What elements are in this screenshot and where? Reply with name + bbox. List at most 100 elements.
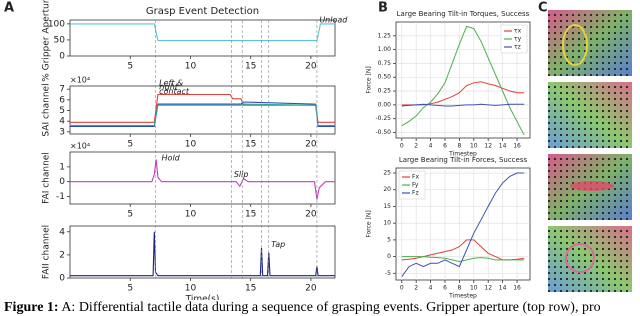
legend-label: Fz xyxy=(412,190,419,197)
contact-blob xyxy=(570,181,614,191)
axis-scale: ×10⁴ xyxy=(70,142,90,151)
annotation: contact xyxy=(159,87,190,96)
y-tick-label: 6 xyxy=(59,95,65,105)
y-tick-label: 50 xyxy=(54,35,66,45)
x-tick-label: 0 xyxy=(400,285,404,292)
x-tick-label: 15 xyxy=(245,284,256,294)
x-axis-label: Timestep xyxy=(448,151,477,158)
y-axis-label: Force [N] xyxy=(366,66,373,93)
x-tick-label: 12 xyxy=(484,285,492,292)
tactile-images xyxy=(548,10,632,292)
y-tick-label: 0 xyxy=(59,274,65,284)
x-tick-label: 10 xyxy=(185,140,197,150)
data-line xyxy=(401,256,525,263)
y-tick-label: 100 xyxy=(48,19,65,29)
x-tick-label: 20 xyxy=(305,140,317,150)
x-tick-label: 2 xyxy=(414,143,418,150)
caption-text: A: Differential tactile data during a se… xyxy=(61,300,601,315)
data-line xyxy=(401,25,525,136)
data-line xyxy=(401,172,525,277)
x-tick-label: 5 xyxy=(127,210,133,220)
y-axis-label: % Gripper Aperture xyxy=(42,0,52,82)
x-tick-label: 6 xyxy=(443,285,447,292)
y-tick-label: -5 xyxy=(385,270,391,277)
y-tick-label: 0.50 xyxy=(378,74,392,81)
x-tick-label: 20 xyxy=(305,284,317,294)
y-tick-label: -0.50 xyxy=(375,129,391,136)
plot-frame xyxy=(395,21,531,139)
y-tick-label: 4 xyxy=(59,117,65,127)
x-tick-label: 16 xyxy=(513,285,521,292)
x-axis-label: Timestep xyxy=(448,293,477,300)
x-tick-label: 5 xyxy=(127,140,133,150)
x-tick-label: 10 xyxy=(470,143,478,150)
x-tick-label: 8 xyxy=(457,285,461,292)
panel-label: C xyxy=(538,1,548,16)
annotation: right xyxy=(159,83,179,92)
panel-label: B xyxy=(378,1,388,16)
y-tick-label: 0 xyxy=(387,253,391,260)
annotation: Unload xyxy=(319,16,348,25)
y-axis-label: FAII channel xyxy=(42,225,52,279)
y-tick-label: 15 xyxy=(383,203,391,210)
plot-frame xyxy=(69,19,336,57)
contact-blob xyxy=(562,24,588,66)
y-axis-label: SAI channel xyxy=(42,83,52,136)
data-line xyxy=(401,103,525,107)
legend-label: Fy xyxy=(412,182,419,189)
y-axis-label: Force [N] xyxy=(366,210,373,237)
x-tick-label: 10 xyxy=(185,284,197,294)
x-tick-label: 14 xyxy=(499,143,507,150)
caption-label: Figure 1: xyxy=(4,300,59,315)
y-tick-label: 1 xyxy=(59,162,65,172)
x-axis-label: Time(s) xyxy=(185,295,220,301)
caption: Figure 1: A: Differential tactile data d… xyxy=(4,300,640,316)
x-tick-label: 6 xyxy=(443,143,447,150)
y-tick-label: 1.00 xyxy=(378,46,392,53)
annotation: Left & xyxy=(159,78,183,87)
y-tick-label: 2 xyxy=(59,250,65,260)
data-line xyxy=(70,93,335,123)
x-tick-label: 4 xyxy=(429,285,433,292)
x-tick-label: 5 xyxy=(127,284,133,294)
data-line xyxy=(70,159,335,200)
legend-label: τz xyxy=(514,44,521,51)
x-tick-label: 5 xyxy=(127,62,133,72)
y-tick-label: 0 xyxy=(59,177,65,187)
y-tick-label: 0.25 xyxy=(378,88,392,95)
y-tick-label: 0.00 xyxy=(378,101,392,108)
panel-label: A xyxy=(4,1,14,16)
marker-dots xyxy=(548,226,632,292)
y-tick-label: -0.25 xyxy=(375,115,391,122)
chart-title: Large Bearing Tilt-in Torques, Success xyxy=(397,10,530,18)
data-line xyxy=(401,81,525,106)
x-tick-label: 14 xyxy=(499,285,507,292)
legend-label: Fx xyxy=(412,174,419,181)
x-tick-label: 15 xyxy=(245,140,256,150)
legend-label: τx xyxy=(514,28,522,35)
x-tick-label: 0 xyxy=(400,143,404,150)
x-tick-label: 10 xyxy=(470,285,478,292)
plot-frame xyxy=(69,85,336,135)
y-tick-label: 5 xyxy=(59,106,65,116)
plot-frame xyxy=(395,167,531,281)
x-tick-label: 10 xyxy=(185,62,197,72)
marker-dots xyxy=(548,10,632,76)
x-tick-label: 2 xyxy=(414,285,418,292)
annotation: Slip xyxy=(234,170,249,179)
y-tick-label: 5 xyxy=(387,236,391,243)
x-tick-label: 15 xyxy=(245,210,256,220)
chart-title: Grasp Event Detection xyxy=(146,6,259,17)
x-tick-label: 20 xyxy=(305,210,317,220)
annotation: Tap xyxy=(271,240,285,249)
y-tick-label: 25 xyxy=(383,170,391,177)
y-tick-label: -1 xyxy=(56,192,65,202)
plot-frame xyxy=(69,151,336,205)
contact-blob xyxy=(565,243,595,273)
y-tick-label: 20 xyxy=(383,186,391,193)
annotation: Hold xyxy=(162,153,181,162)
x-tick-label: 8 xyxy=(457,143,461,150)
y-tick-label: 4 xyxy=(59,227,65,237)
